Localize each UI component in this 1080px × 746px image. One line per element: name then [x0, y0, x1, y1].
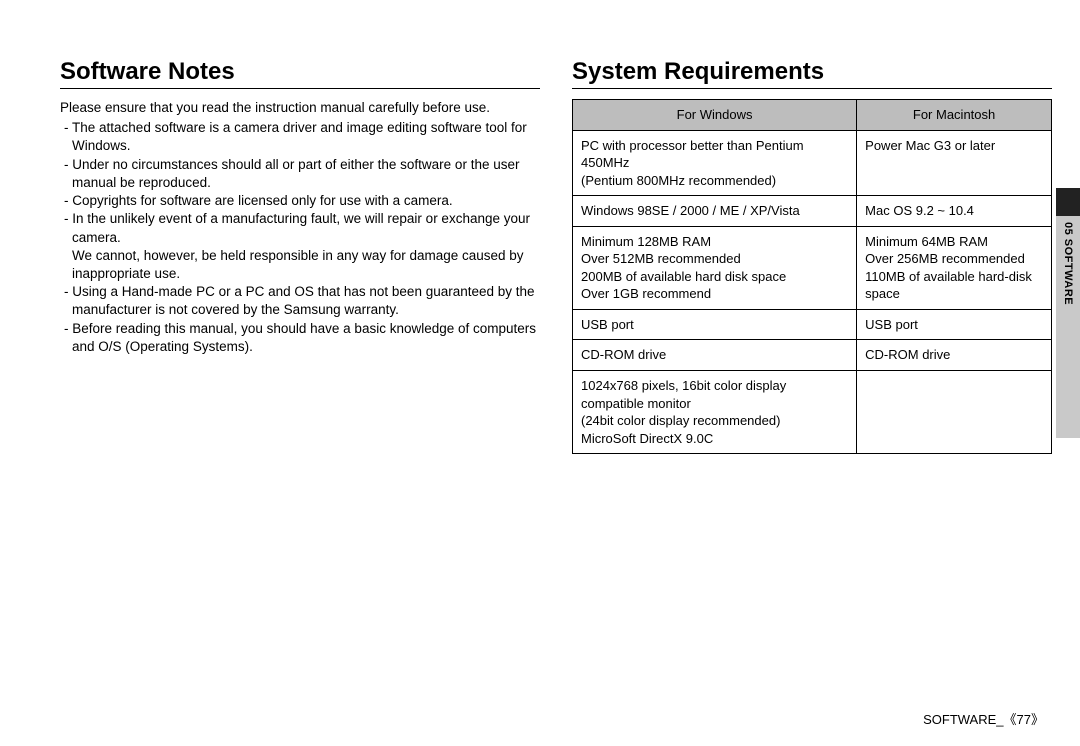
table-cell: Minimum 64MB RAMOver 256MB recommended11…: [857, 226, 1052, 309]
note-item: In the unlikely event of a manufacturing…: [60, 210, 540, 283]
table-cell: [857, 371, 1052, 454]
table-cell: 1024x768 pixels, 16bit color display com…: [573, 371, 857, 454]
table-row: USB portUSB port: [573, 309, 1052, 340]
col-header-mac: For Macintosh: [857, 100, 1052, 131]
table-cell: USB port: [573, 309, 857, 340]
table-cell: Windows 98SE / 2000 / ME / XP/Vista: [573, 196, 857, 227]
table-row: CD-ROM driveCD-ROM drive: [573, 340, 1052, 371]
table-row: Windows 98SE / 2000 / ME / XP/VistaMac O…: [573, 196, 1052, 227]
note-item: Under no circumstances should all or par…: [60, 156, 540, 192]
intro-text: Please ensure that you read the instruct…: [60, 99, 540, 117]
side-tab-marker: [1056, 188, 1080, 216]
table-cell: CD-ROM drive: [857, 340, 1052, 371]
software-notes-heading: Software Notes: [60, 58, 540, 89]
software-notes-column: Software Notes Please ensure that you re…: [60, 58, 540, 454]
table-row: PC with processor better than Pentium 45…: [573, 130, 1052, 196]
table-cell: Power Mac G3 or later: [857, 130, 1052, 196]
table-cell: PC with processor better than Pentium 45…: [573, 130, 857, 196]
table-cell: USB port: [857, 309, 1052, 340]
system-requirements-heading: System Requirements: [572, 58, 1052, 89]
note-item: Using a Hand-made PC or a PC and OS that…: [60, 283, 540, 319]
page-footer: SOFTWARE_《77》: [923, 709, 1044, 728]
col-header-windows: For Windows: [573, 100, 857, 131]
table-row: 1024x768 pixels, 16bit color display com…: [573, 371, 1052, 454]
section-side-tab: 05 SOFTWARE: [1056, 188, 1080, 438]
note-item: Copyrights for software are licensed onl…: [60, 192, 540, 210]
note-item: Before reading this manual, you should h…: [60, 320, 540, 356]
table-row: Minimum 128MB RAMOver 512MB recommended2…: [573, 226, 1052, 309]
footer-section: SOFTWARE_: [923, 712, 1003, 727]
system-requirements-column: System Requirements For Windows For Maci…: [572, 58, 1052, 454]
note-item: The attached software is a camera driver…: [60, 119, 540, 155]
table-cell: CD-ROM drive: [573, 340, 857, 371]
table-cell: Mac OS 9.2 ~ 10.4: [857, 196, 1052, 227]
requirements-table: For Windows For Macintosh PC with proces…: [572, 99, 1052, 454]
notes-list: The attached software is a camera driver…: [60, 119, 540, 356]
table-cell: Minimum 128MB RAMOver 512MB recommended2…: [573, 226, 857, 309]
requirements-tbody: PC with processor better than Pentium 45…: [573, 130, 1052, 454]
side-tab-label: 05 SOFTWARE: [1056, 216, 1080, 416]
footer-page: 《77》: [1004, 712, 1044, 727]
